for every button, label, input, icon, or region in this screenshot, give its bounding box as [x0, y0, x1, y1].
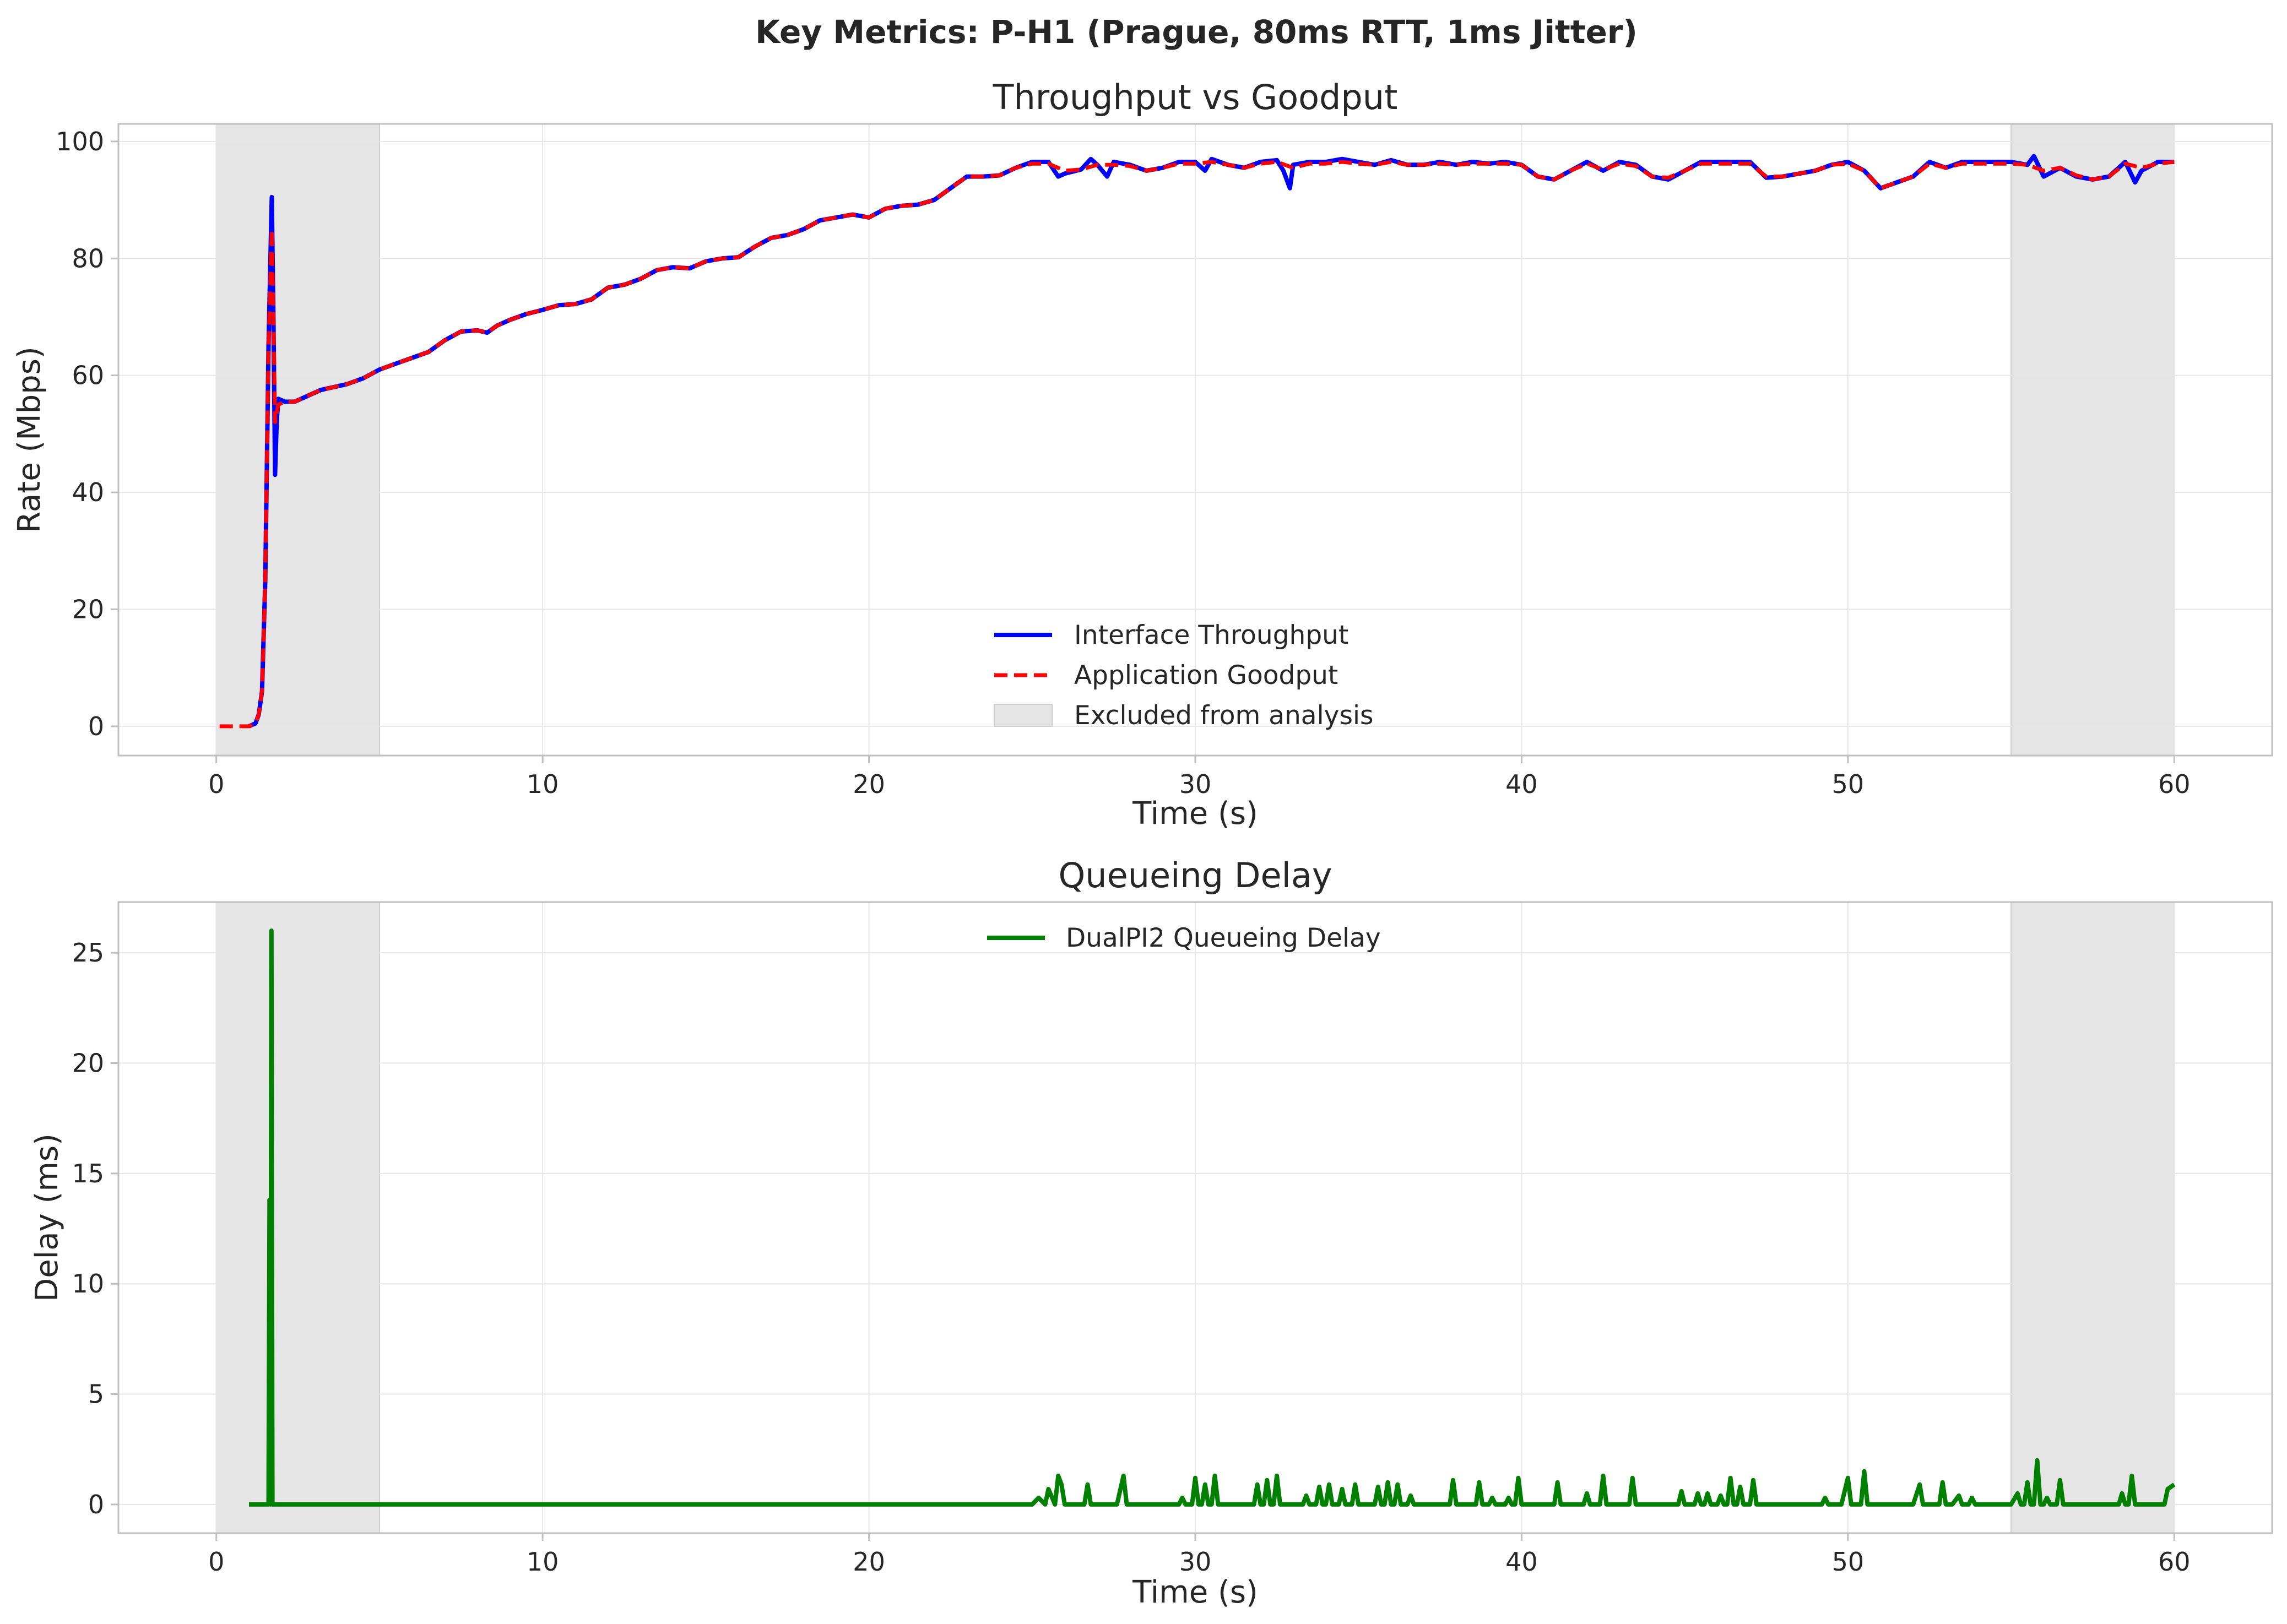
- y-axis-label: Delay (ms): [29, 1133, 65, 1302]
- y-tick-label-4: 80: [72, 243, 104, 273]
- throughput-panel: 0 10 20 30 40 50 60 0 20 40 60 80 100 Throughput vs G…: [12, 77, 2273, 832]
- delay-panel: 0 10 20 30 40 50 60 0 5 10 15 20 25 Queueing Delay Tim…: [29, 855, 2273, 1610]
- figure-title: Key Metrics: P-H1 (Prague, 80ms RTT, 1ms…: [755, 13, 1638, 51]
- x-axis-label: Time (s): [1132, 796, 1258, 832]
- excluded-region-1: [2010, 123, 2175, 756]
- excluded-region-1: [2010, 901, 2175, 1534]
- x-tick-label-5: 50: [1832, 769, 1865, 799]
- legend-swatch-excluded: [994, 704, 1053, 727]
- y-tick-label-2: 40: [72, 477, 104, 507]
- excluded-region-0: [215, 123, 380, 756]
- x-tick-label-2: 20: [853, 1547, 885, 1577]
- y-tick-label-2: 10: [72, 1269, 104, 1299]
- y-tick-label-4: 20: [72, 1049, 104, 1078]
- x-tick-label-6: 60: [2158, 769, 2191, 799]
- x-tick-label-4: 40: [1505, 1547, 1538, 1577]
- x-tick-label-3: 30: [1179, 769, 1212, 799]
- series-line-0: [249, 928, 2176, 1507]
- series-line-1: [219, 160, 2175, 729]
- excluded-region-0: [215, 901, 380, 1534]
- legend-label-excluded: Excluded from analysis: [1074, 700, 1374, 731]
- x-tick-label-0: 0: [208, 769, 224, 799]
- y-axis-label: Rate (Mbps): [12, 346, 47, 533]
- x-tick-label-4: 40: [1505, 769, 1538, 799]
- y-tick-label-3: 15: [72, 1159, 104, 1188]
- y-tick-label-5: 100: [56, 127, 104, 156]
- y-tick-label-3: 60: [72, 361, 104, 390]
- x-tick-label-0: 0: [208, 1547, 224, 1577]
- legend-label-throughput: Interface Throughput: [1074, 620, 1348, 650]
- x-tick-label-1: 10: [527, 769, 559, 799]
- x-tick-label-1: 10: [527, 1547, 559, 1577]
- chart-title: Throughput vs Goodput: [993, 77, 1398, 117]
- y-tick-label-0: 0: [88, 1490, 104, 1519]
- x-axis-label: Time (s): [1132, 1574, 1258, 1610]
- x-tick-label-3: 30: [1179, 1547, 1212, 1577]
- y-tick-label-1: 5: [88, 1379, 104, 1409]
- x-tick-label-5: 50: [1832, 1547, 1865, 1577]
- legend-label-goodput: Application Goodput: [1074, 660, 1338, 691]
- x-tick-label-2: 20: [853, 769, 885, 799]
- y-tick-label-1: 20: [72, 594, 104, 624]
- x-tick-label-6: 60: [2158, 1547, 2191, 1577]
- chart-title: Queueing Delay: [1058, 855, 1332, 895]
- legend-label-delay: DualPI2 Queueing Delay: [1066, 923, 1381, 953]
- y-tick-label-5: 25: [72, 938, 104, 968]
- y-tick-label-0: 0: [88, 711, 104, 741]
